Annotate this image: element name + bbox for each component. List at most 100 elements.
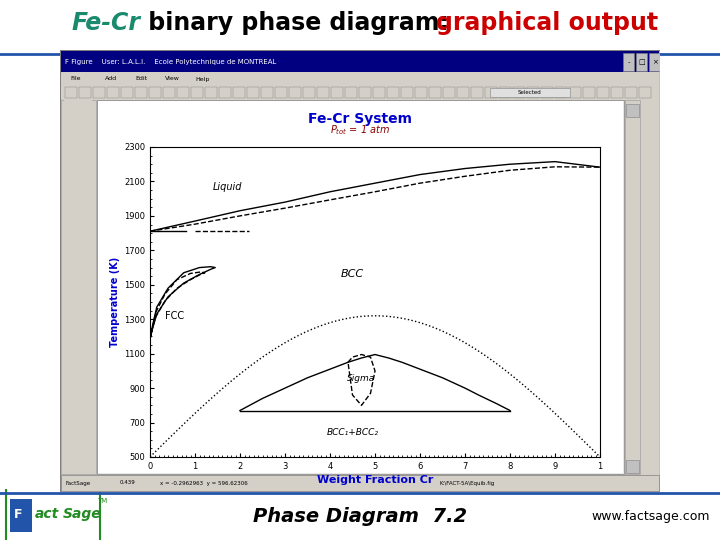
Bar: [79, 87, 91, 98]
Bar: [219, 87, 231, 98]
Text: K:\FACT-5A\Equib.fig: K:\FACT-5A\Equib.fig: [440, 481, 495, 485]
Bar: [64, 119, 92, 137]
Bar: [359, 87, 371, 98]
Text: Sage: Sage: [63, 508, 102, 521]
Text: Fe-Cr System: Fe-Cr System: [308, 112, 412, 126]
Text: File: File: [70, 77, 81, 82]
Bar: [64, 234, 92, 252]
Bar: [443, 87, 455, 98]
Text: $P_{tot}$ = 1 atm: $P_{tot}$ = 1 atm: [330, 123, 390, 137]
Bar: [527, 87, 539, 98]
Bar: [611, 87, 623, 98]
Bar: [625, 87, 637, 98]
Bar: [65, 87, 77, 98]
Bar: [317, 87, 329, 98]
Bar: [457, 87, 469, 98]
Bar: [636, 53, 647, 71]
Bar: [626, 104, 639, 117]
Bar: [471, 87, 483, 98]
Text: □: □: [638, 59, 645, 65]
Bar: [163, 87, 175, 98]
Bar: [64, 99, 92, 117]
Text: Edit: Edit: [135, 77, 147, 82]
Bar: [149, 87, 161, 98]
Bar: [64, 254, 92, 272]
Bar: [401, 87, 413, 98]
Text: Liquid: Liquid: [213, 181, 243, 192]
Bar: [121, 87, 133, 98]
Bar: [233, 87, 245, 98]
X-axis label: Weight Fraction Cr: Weight Fraction Cr: [317, 475, 433, 485]
Text: Phase Diagram  7.2: Phase Diagram 7.2: [253, 508, 467, 526]
Bar: [541, 87, 553, 98]
Bar: [289, 87, 301, 98]
Bar: [247, 87, 259, 98]
Text: binary phase diagram:: binary phase diagram:: [140, 11, 457, 35]
Bar: [490, 88, 570, 97]
Text: BCC: BCC: [341, 269, 364, 279]
Text: View: View: [165, 77, 180, 82]
Text: Help: Help: [195, 77, 210, 82]
Bar: [64, 319, 92, 337]
Text: ×: ×: [652, 59, 657, 65]
Bar: [61, 85, 659, 99]
Bar: [64, 274, 92, 292]
Bar: [345, 87, 357, 98]
Bar: [597, 87, 609, 98]
Bar: [61, 73, 659, 84]
Text: FCC: FCC: [165, 311, 184, 321]
Text: 0.439: 0.439: [120, 481, 136, 485]
Bar: [64, 214, 92, 232]
Bar: [415, 87, 427, 98]
Bar: [205, 87, 217, 98]
Y-axis label: Temperature (K): Temperature (K): [110, 257, 120, 347]
Text: F Figure    User: L.A.L.I.    Ecole Polytechnique de MONTREAL: F Figure User: L.A.L.I. Ecole Polytechni…: [65, 59, 276, 65]
Text: x = -0.2962963  y = 596.62306: x = -0.2962963 y = 596.62306: [160, 481, 248, 485]
Text: -: -: [627, 59, 630, 65]
Bar: [61, 100, 96, 474]
Bar: [331, 87, 343, 98]
Bar: [649, 53, 660, 71]
Bar: [61, 475, 659, 491]
Bar: [373, 87, 385, 98]
Bar: [429, 87, 441, 98]
Bar: [583, 87, 595, 98]
Bar: [98, 101, 623, 473]
Bar: [626, 460, 639, 473]
Text: www.factsage.com: www.factsage.com: [592, 510, 710, 523]
FancyBboxPatch shape: [6, 393, 100, 540]
Bar: [64, 164, 92, 182]
Bar: [61, 51, 659, 72]
Bar: [64, 189, 92, 207]
Bar: [64, 299, 92, 317]
Bar: [191, 87, 203, 98]
Text: graphical output: graphical output: [436, 11, 658, 35]
Bar: [569, 87, 581, 98]
Bar: [485, 87, 497, 98]
Bar: [177, 87, 189, 98]
Text: Fe-Cr: Fe-Cr: [71, 11, 140, 35]
Bar: [555, 87, 567, 98]
Text: FactSage: FactSage: [65, 481, 90, 485]
Text: Sigma: Sigma: [347, 374, 376, 383]
Bar: [107, 87, 119, 98]
Bar: [64, 139, 92, 157]
Bar: [10, 499, 32, 532]
Text: F: F: [14, 508, 22, 521]
Text: TM: TM: [97, 498, 107, 504]
Text: Selected: Selected: [518, 91, 542, 96]
Text: Add: Add: [105, 77, 117, 82]
Text: BCC₁+BCC₂: BCC₁+BCC₂: [326, 428, 379, 436]
Bar: [135, 87, 147, 98]
Bar: [499, 87, 511, 98]
Bar: [623, 53, 634, 71]
Bar: [387, 87, 399, 98]
Bar: [639, 87, 651, 98]
Bar: [261, 87, 273, 98]
Bar: [513, 87, 525, 98]
Bar: [275, 87, 287, 98]
Text: act: act: [35, 508, 59, 521]
Bar: [93, 87, 105, 98]
Bar: [303, 87, 315, 98]
Bar: [97, 100, 624, 474]
